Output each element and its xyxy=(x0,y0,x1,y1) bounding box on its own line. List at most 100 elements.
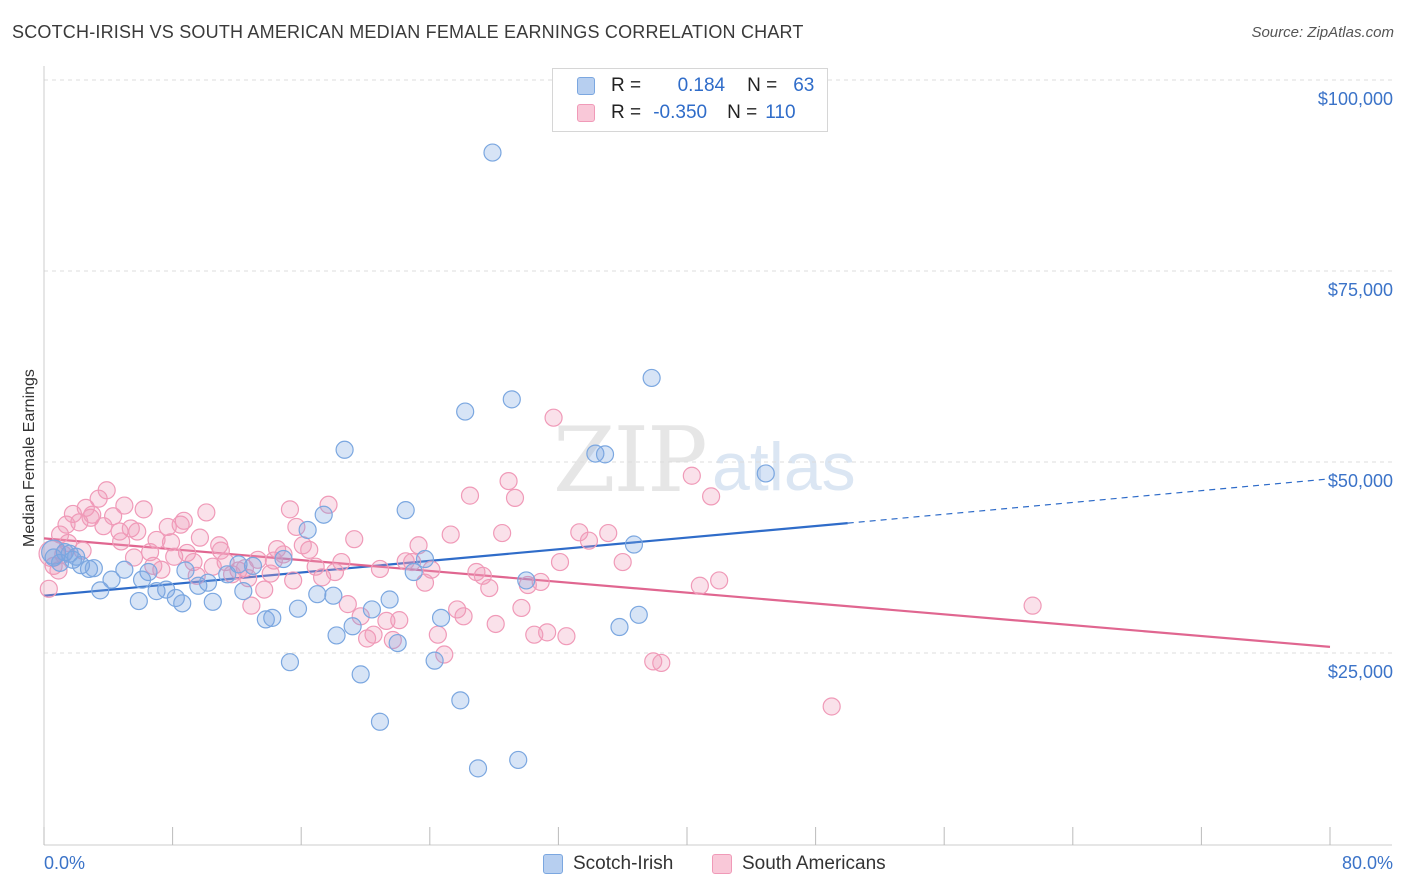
data-point-south-americans xyxy=(76,498,95,517)
data-point-south-americans xyxy=(134,500,153,519)
data-point-scotch-irish xyxy=(41,539,67,565)
data-point-south-americans xyxy=(702,487,721,506)
data-point-scotch-irish xyxy=(91,581,110,600)
trendline-scotch-irish xyxy=(43,522,848,597)
bottom-legend-south-americans: South Americans xyxy=(712,851,886,877)
data-point-south-americans xyxy=(147,530,166,550)
data-point-south-americans xyxy=(211,541,230,560)
watermark-atlas: atlas xyxy=(712,429,856,505)
data-point-south-americans xyxy=(486,614,505,634)
data-point-scotch-irish xyxy=(115,560,134,579)
data-point-south-americans xyxy=(822,697,841,716)
data-point-south-americans xyxy=(39,579,58,598)
data-point-scotch-irish xyxy=(502,390,521,409)
data-point-scotch-irish xyxy=(756,464,775,483)
data-point-scotch-irish xyxy=(586,444,605,463)
data-point-scotch-irish xyxy=(79,559,99,579)
data-point-south-americans xyxy=(255,580,274,599)
data-point-south-americans xyxy=(104,507,123,526)
data-point-scotch-irish xyxy=(280,653,300,672)
data-point-south-americans xyxy=(422,560,441,579)
data-point-scotch-irish xyxy=(624,535,644,554)
south-americans-points xyxy=(38,408,1042,716)
data-point-south-americans xyxy=(383,630,402,650)
data-point-south-americans xyxy=(280,500,300,519)
data-point-south-americans xyxy=(115,496,134,515)
data-point-south-americans xyxy=(287,517,306,537)
data-point-scotch-irish xyxy=(595,445,615,464)
axis-labels: $25,000 $50,000 $75,000 $100,000 0.0% 80.0% xyxy=(44,89,1393,873)
data-point-scotch-irish xyxy=(308,585,327,604)
data-point-scotch-irish xyxy=(314,505,333,524)
data-point-south-americans xyxy=(364,625,383,644)
legend-swatch-pink xyxy=(577,104,595,122)
data-point-south-americans xyxy=(435,645,454,664)
data-point-scotch-irish xyxy=(132,570,152,589)
data-point-south-americans xyxy=(128,522,147,541)
data-point-south-americans xyxy=(512,598,531,618)
axes xyxy=(43,66,1392,846)
data-point-south-americans xyxy=(499,472,518,491)
legend-row-scotch-irish: R = 0.184 N = 63 xyxy=(577,74,814,98)
data-point-south-americans xyxy=(274,545,293,564)
data-point-scotch-irish xyxy=(483,143,502,162)
data-point-south-americans xyxy=(377,611,396,631)
legend-n-label: N = xyxy=(727,102,758,123)
legend-r-label: R = xyxy=(611,75,642,96)
data-point-scotch-irish xyxy=(380,590,399,609)
data-point-scotch-irish xyxy=(343,617,362,636)
legend-r-value: 0.184 xyxy=(677,75,726,96)
data-point-scotch-irish xyxy=(198,573,218,592)
data-point-scotch-irish xyxy=(288,599,308,618)
legend-n-label: N = xyxy=(747,75,778,96)
data-point-south-americans xyxy=(112,532,131,551)
x-tick-label: 80.0% xyxy=(1342,853,1393,873)
data-point-south-americans xyxy=(306,557,325,576)
bottom-legend-label: Scotch-Irish xyxy=(573,853,674,874)
data-point-scotch-irish xyxy=(431,608,451,627)
data-point-scotch-irish xyxy=(67,547,86,566)
data-point-south-americans xyxy=(300,540,319,559)
data-point-scotch-irish xyxy=(335,440,354,459)
data-point-south-americans xyxy=(428,625,447,644)
chart-title: SCOTCH-IRISH VS SOUTH AMERICAN MEDIAN FE… xyxy=(12,22,804,42)
data-point-scotch-irish xyxy=(517,571,536,590)
data-point-south-americans xyxy=(345,530,364,549)
data-point-south-americans xyxy=(538,623,557,642)
bottom-legend-label: South Americans xyxy=(742,853,886,874)
data-point-south-americans xyxy=(557,627,576,646)
data-point-scotch-irish xyxy=(642,368,661,388)
trendline-scotch-irish-extrapolated xyxy=(847,478,1331,524)
data-point-south-americans xyxy=(83,505,102,524)
x-tick-label: 0.0% xyxy=(44,853,85,873)
data-point-scotch-irish xyxy=(456,402,475,421)
data-point-scotch-irish xyxy=(102,570,121,589)
data-point-scotch-irish xyxy=(139,562,158,582)
data-point-scotch-irish xyxy=(396,501,415,520)
data-point-south-americans xyxy=(177,543,197,563)
y-tick-label: $25,000 xyxy=(1328,662,1393,682)
data-point-south-americans xyxy=(248,550,267,569)
data-point-south-americans xyxy=(493,523,512,543)
data-point-scotch-irish xyxy=(203,592,222,611)
data-point-south-americans xyxy=(682,466,701,485)
data-point-south-americans xyxy=(460,486,480,505)
data-point-scotch-irish xyxy=(362,600,382,619)
data-point-south-americans xyxy=(338,595,357,614)
data-point-scotch-irish xyxy=(234,582,253,601)
y-axis-label: Median Female Earnings xyxy=(21,369,38,547)
data-point-south-americans xyxy=(97,481,116,500)
data-point-scotch-irish xyxy=(425,651,444,670)
data-point-south-americans xyxy=(441,525,460,544)
data-point-scotch-irish xyxy=(404,562,423,582)
data-point-south-americans xyxy=(710,571,729,590)
data-point-south-americans xyxy=(284,571,303,590)
y-tick-label: $100,000 xyxy=(1318,89,1393,109)
data-point-scotch-irish xyxy=(298,520,317,540)
data-point-scotch-irish xyxy=(370,712,390,731)
data-point-scotch-irish xyxy=(263,608,282,627)
legend-r-label: R = xyxy=(611,102,642,123)
data-point-south-americans xyxy=(94,517,113,536)
data-point-south-americans xyxy=(690,576,709,595)
